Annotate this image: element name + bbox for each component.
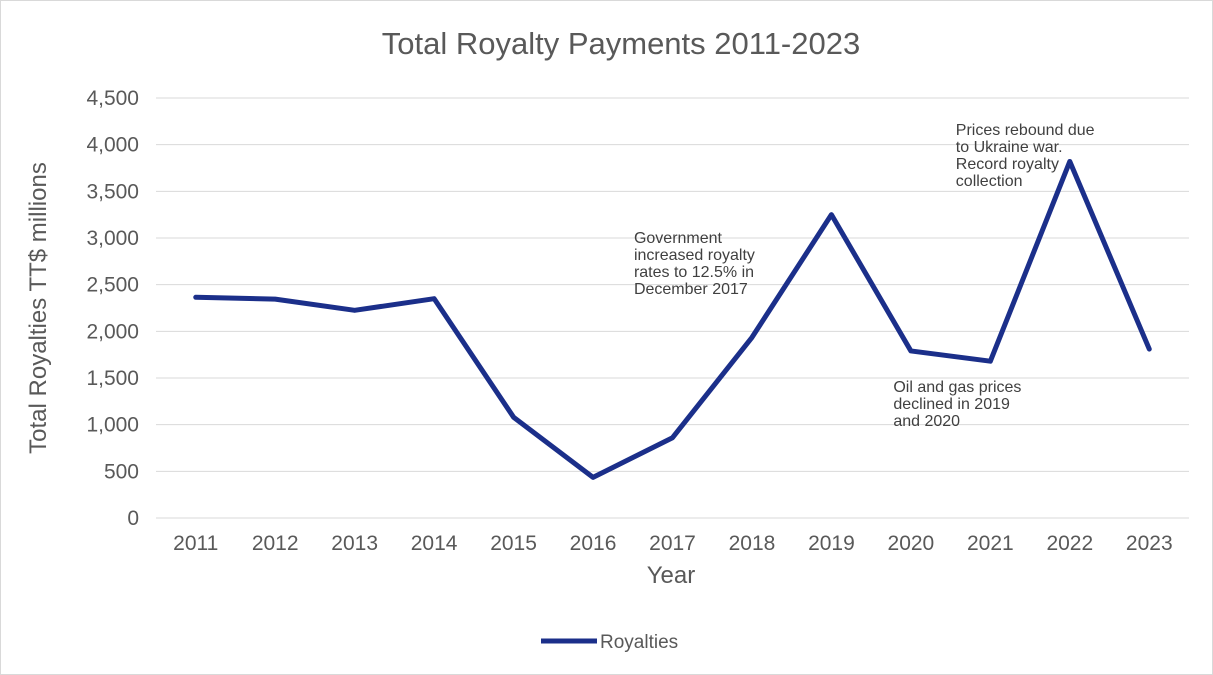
chart-title: Total Royalty Payments 2011-2023 [382,26,860,61]
annotation-2018: Government increased royalty rates to 12.5… [634,230,755,298]
y-tick-label: 1,500 [86,367,139,390]
y-tick-label: 2,500 [86,274,139,297]
y-tick-label: 2,000 [86,320,139,343]
x-axis-title: Year [647,562,696,589]
series-line-royalties [193,158,1152,480]
x-tick-label: 2014 [411,532,458,555]
y-tick-label: 4,500 [86,87,139,110]
x-axis-ticks: 2011 2012 2013 2014 2015 2016 2017 2018 2019 2020… [173,532,1172,555]
annotations: Government increased royalty rates to 12.5… [634,122,1095,430]
gridlines [156,97,1189,519]
x-tick-label: 2013 [331,532,378,555]
legend: Royalties [541,632,678,653]
x-tick-label: 2019 [808,532,855,555]
x-tick-label: 2020 [888,532,935,555]
x-tick-label: 2016 [570,532,617,555]
annotation-2022: Prices rebound due to Ukraine war. Record … [956,122,1095,190]
x-tick-label: 2011 [173,532,218,555]
x-tick-label: 2017 [649,532,696,555]
x-tick-label: 2021 [967,532,1014,555]
y-tick-label: 0 [127,507,139,530]
annotation-2021: Oil and gas prices declined in 2019 and 20… [893,379,1021,430]
x-tick-label: 2012 [252,532,299,555]
x-tick-label: 2023 [1126,532,1173,555]
y-axis-ticks: 0 500 1,000 1,500 2,000 2,500 3,000 3,500 4,000 4… [86,87,139,530]
x-tick-label: 2018 [729,532,776,555]
legend-label-royalties: Royalties [600,632,678,653]
y-axis-title: Total Royalties TT$ millions [25,162,52,454]
y-tick-label: 3,000 [86,227,139,250]
y-tick-label: 3,500 [86,180,139,203]
x-tick-label: 2015 [490,532,537,555]
y-tick-label: 500 [104,460,139,483]
x-tick-label: 2022 [1046,532,1093,555]
series-lines [193,158,1152,480]
y-tick-label: 4,000 [86,134,139,157]
y-tick-label: 1,000 [86,414,139,437]
